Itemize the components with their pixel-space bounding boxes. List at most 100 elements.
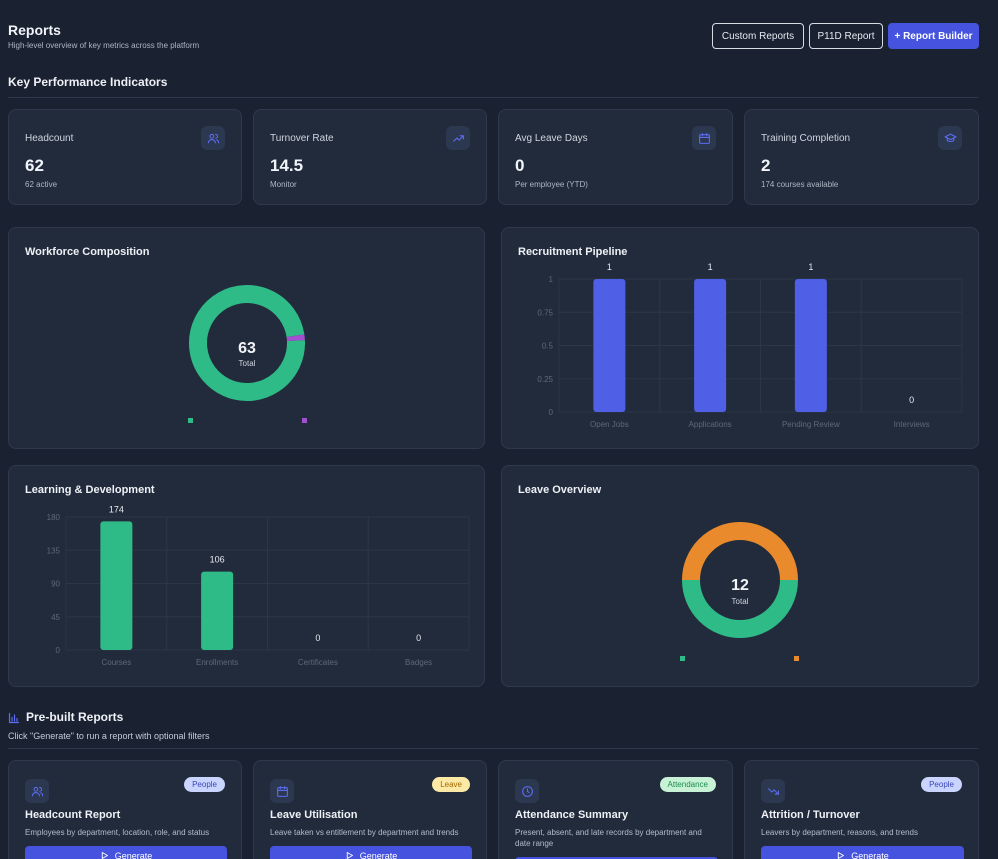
generate-button[interactable]: Generate [515, 857, 718, 859]
bar-value-label: 174 [109, 504, 124, 514]
y-tick-label: 0.75 [537, 308, 553, 317]
donut-slice [682, 522, 798, 581]
bar-value-label: 1 [607, 262, 612, 272]
workforce-title: Workforce Composition [25, 246, 150, 258]
generate-label: Generate [114, 851, 153, 859]
workforce-donut-chart: 63 Total [188, 285, 307, 423]
learning-bar-chart: 0 45 90 135 180 174 Courses 106 Enrollments 0 Cert… [47, 504, 470, 667]
legend-swatch-primary [188, 418, 193, 423]
bar [201, 571, 234, 650]
kpi-card-turnover: Turnover Rate 14.5 Monitor [253, 109, 487, 205]
x-tick-label: Enrollments [196, 658, 238, 667]
generate-label: Generate [359, 851, 398, 859]
generate-button[interactable]: Generate [25, 846, 227, 859]
users-icon [201, 126, 225, 150]
kpi-label: Turnover Rate [270, 133, 334, 144]
play-icon [345, 851, 354, 859]
bar-value-label: 1 [708, 262, 713, 272]
report-description: Leavers by department, reasons, and tren… [761, 828, 918, 837]
kpi-subtext: 174 courses available [761, 180, 839, 189]
p11d-report-button[interactable]: P11D Report [809, 23, 883, 49]
custom-reports-button[interactable]: Custom Reports [712, 23, 804, 49]
report-builder-button[interactable]: + Report Builder [888, 23, 979, 49]
x-tick-label: Open Jobs [590, 420, 629, 429]
bar [593, 279, 626, 412]
prebuilt-divider [8, 748, 978, 749]
trending-up-icon [446, 126, 470, 150]
generate-label: Generate [851, 851, 889, 859]
recruitment-title: Recruitment Pipeline [518, 246, 628, 258]
y-tick-label: 0 [56, 646, 61, 655]
report-title: Attendance Summary [515, 809, 629, 821]
leave-overview-card: Leave Overview 12 Total [501, 465, 979, 687]
donut-center-value: 12 [731, 577, 749, 594]
recruitment-pipeline-card: Recruitment Pipeline 0 0.25 0.5 0.75 1 1 Open … [501, 227, 979, 449]
kpi-label: Headcount [25, 133, 74, 144]
bar-value-label: 106 [210, 555, 225, 565]
x-tick-label: Interviews [894, 420, 930, 429]
play-icon [836, 851, 845, 859]
donut-center-label: Total [239, 359, 256, 368]
report-title: Headcount Report [25, 809, 121, 821]
category-badge: Attendance [659, 777, 716, 792]
bar-chart-icon [8, 711, 20, 729]
play-icon [100, 851, 109, 859]
category-badge: People [921, 777, 962, 792]
report-card-leave: Leave Leave Utilisation Leave taken vs e… [253, 760, 487, 859]
leave-donut-chart: 12 Total [680, 522, 799, 661]
y-tick-label: 1 [549, 275, 554, 284]
calendar-icon [270, 779, 294, 803]
report-description: Employees by department, location, role,… [25, 828, 210, 837]
workforce-composition-card: Workforce Composition 63 Total [8, 227, 485, 449]
category-badge: People [184, 777, 225, 792]
donut-slice [189, 285, 305, 401]
page-title: Reports [8, 22, 61, 38]
donut-slices [682, 522, 798, 638]
report-description: Present, absent, and late records by dep… [515, 828, 702, 848]
kpi-value: 14.5 [270, 156, 304, 175]
report-title: Attrition / Turnover [761, 809, 860, 821]
report-description: Leave taken vs entitlement by department… [270, 828, 459, 837]
kpi-value: 0 [515, 156, 525, 175]
kpi-card-headcount: Headcount 62 62 active [8, 109, 242, 205]
report-title: Leave Utilisation [270, 809, 358, 821]
report-card-headcount: People Headcount Report Employees by dep… [8, 760, 242, 859]
kpi-card-training: Training Completion 2 174 courses availa… [744, 109, 979, 205]
report-card-attrition: People Attrition / Turnover Leavers by d… [744, 760, 979, 859]
bar [694, 279, 727, 412]
trending-down-icon [761, 779, 785, 803]
graduation-cap-icon [938, 126, 962, 150]
y-tick-label: 180 [47, 513, 61, 522]
clock-icon [515, 779, 539, 803]
kpi-label: Training Completion [761, 133, 851, 144]
prebuilt-subtitle: Click "Generate" to run a report with op… [8, 731, 210, 741]
y-tick-label: 0.25 [537, 375, 553, 384]
y-tick-label: 90 [51, 580, 60, 589]
donut-center-value: 63 [238, 340, 256, 357]
generate-button[interactable]: Generate [270, 846, 472, 859]
kpi-value: 2 [761, 156, 771, 175]
bar-value-label: 0 [416, 633, 421, 643]
kpi-subtext: 62 active [25, 180, 58, 189]
y-tick-label: 45 [51, 613, 60, 622]
legend-swatch-secondary [794, 656, 799, 661]
bar [794, 279, 827, 412]
generate-button[interactable]: Generate [761, 846, 964, 859]
learning-development-card: Learning & Development 0 45 90 135 180 174 Cou… [8, 465, 485, 687]
report-card-attendance: Attendance Attendance Summary Present, a… [498, 760, 733, 859]
users-icon [25, 779, 49, 803]
leave-title: Leave Overview [518, 484, 602, 496]
category-badge: Leave [432, 777, 470, 792]
bar-value-label: 0 [315, 633, 320, 643]
legend-swatch-primary [680, 656, 685, 661]
learning-title: Learning & Development [25, 484, 155, 496]
donut-center-label: Total [732, 597, 749, 606]
kpi-subtext: Monitor [270, 180, 297, 189]
x-tick-label: Certificates [298, 658, 338, 667]
x-tick-label: Badges [405, 658, 432, 667]
bar-value-label: 0 [909, 395, 914, 405]
kpi-section-title: Key Performance Indicators [8, 75, 168, 89]
y-tick-label: 135 [47, 546, 61, 555]
kpi-value: 62 [25, 156, 44, 175]
donut-slice [682, 579, 798, 638]
